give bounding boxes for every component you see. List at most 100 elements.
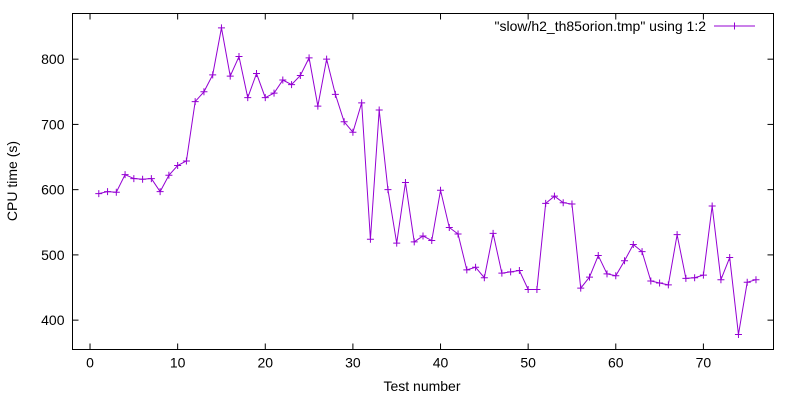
data-point-marker	[226, 72, 234, 80]
data-point-marker	[673, 231, 681, 239]
data-point-marker	[358, 99, 366, 107]
x-tick-label: 40	[433, 355, 449, 371]
data-point-marker	[209, 71, 217, 79]
x-tick-label: 70	[696, 355, 712, 371]
y-tick-label: 700	[41, 116, 65, 132]
data-point-marker	[533, 285, 541, 293]
data-point-marker	[612, 272, 620, 280]
legend-label: "slow/h2_th85orion.tmp" using 1:2	[494, 18, 706, 34]
data-point-marker	[139, 175, 147, 183]
data-point-marker	[664, 281, 672, 289]
y-tick-label: 800	[41, 51, 65, 67]
data-point-marker	[437, 186, 445, 194]
legend-marker	[731, 22, 738, 30]
data-point-marker	[515, 267, 523, 275]
data-point-marker	[699, 271, 707, 279]
data-point-marker	[507, 268, 515, 276]
data-point-marker	[542, 199, 550, 207]
legend: "slow/h2_th85orion.tmp" using 1:2	[494, 18, 755, 34]
data-point-marker	[734, 330, 742, 338]
y-axis: 400 500 600 700 800	[41, 51, 774, 328]
data-point-marker	[726, 254, 734, 262]
data-point-marker	[480, 274, 488, 282]
data-point-marker	[253, 70, 261, 78]
data-point-marker	[708, 202, 716, 210]
x-axis: 0 10 20 30 40 50 60 70	[86, 13, 712, 371]
data-point-marker	[603, 270, 611, 278]
data-point-marker	[585, 273, 593, 281]
x-tick-label: 20	[257, 355, 273, 371]
data-point-marker	[191, 98, 199, 106]
data-point-marker	[384, 186, 392, 194]
x-tick-label: 0	[86, 355, 94, 371]
data-point-marker	[217, 24, 225, 32]
data-point-marker	[235, 53, 243, 61]
x-tick-label: 30	[345, 355, 361, 371]
legend-plus-marker	[731, 22, 738, 30]
data-point-marker	[340, 118, 348, 126]
data-point-marker	[121, 171, 129, 179]
data-point-marker	[410, 238, 418, 246]
data-point-marker	[594, 252, 602, 260]
data-point-marker	[489, 229, 497, 237]
data-point-marker	[463, 266, 471, 274]
data-point-marker	[401, 178, 409, 186]
data-point-marker	[621, 257, 629, 265]
data-point-marker	[130, 175, 138, 183]
data-point-marker	[419, 232, 427, 240]
data-point-marker	[454, 230, 462, 238]
data-point-marker	[200, 88, 208, 96]
data-point-marker	[428, 237, 436, 245]
data-point-marker	[550, 192, 558, 200]
x-tick-label: 60	[608, 355, 624, 371]
y-tick-label: 400	[41, 312, 65, 328]
data-point-marker	[472, 263, 480, 271]
series-line	[98, 27, 757, 335]
data-point-marker	[174, 162, 182, 170]
data-point-marker	[165, 171, 173, 179]
data-point-marker	[104, 188, 112, 196]
data-point-marker	[498, 269, 506, 277]
data-point-marker	[682, 274, 690, 282]
data-point-marker	[147, 175, 155, 183]
data-point-marker	[323, 55, 331, 63]
x-axis-label: Test number	[383, 378, 460, 394]
data-point-marker	[349, 128, 357, 136]
data-point-marker	[305, 54, 313, 62]
data-point-marker	[366, 235, 374, 243]
data-point-marker	[288, 81, 296, 89]
y-axis-label: CPU time (s)	[4, 141, 20, 221]
data-point-marker	[656, 279, 664, 287]
data-point-marker	[270, 89, 278, 97]
data-point-marker	[244, 94, 252, 102]
data-point-marker	[112, 188, 120, 196]
data-point-marker	[314, 102, 322, 110]
x-tick-label: 50	[520, 355, 536, 371]
data-point-marker	[296, 71, 304, 79]
data-point-marker	[743, 278, 751, 286]
data-point-marker	[559, 199, 567, 207]
data-point-marker	[568, 200, 576, 208]
data-point-marker	[629, 240, 637, 248]
data-point-marker	[156, 188, 164, 196]
y-tick-label: 600	[41, 182, 65, 198]
data-point-marker	[752, 276, 760, 284]
data-point-marker	[375, 106, 383, 114]
data-point-marker	[577, 284, 585, 292]
data-point-marker	[182, 157, 190, 165]
data-point-marker	[524, 285, 532, 293]
data-point-marker	[638, 248, 646, 256]
data-point-marker	[393, 239, 401, 247]
data-point-marker	[445, 223, 453, 231]
data-point-marker	[95, 190, 103, 198]
data-point-marker	[691, 274, 699, 282]
data-point-marker	[717, 276, 725, 284]
data-point-marker	[647, 277, 655, 285]
data-point-marker	[279, 76, 287, 84]
series-group	[95, 24, 760, 338]
data-point-marker	[331, 90, 339, 98]
plot-frame	[72, 13, 774, 350]
y-tick-label: 500	[41, 247, 65, 263]
x-tick-label: 10	[170, 355, 186, 371]
